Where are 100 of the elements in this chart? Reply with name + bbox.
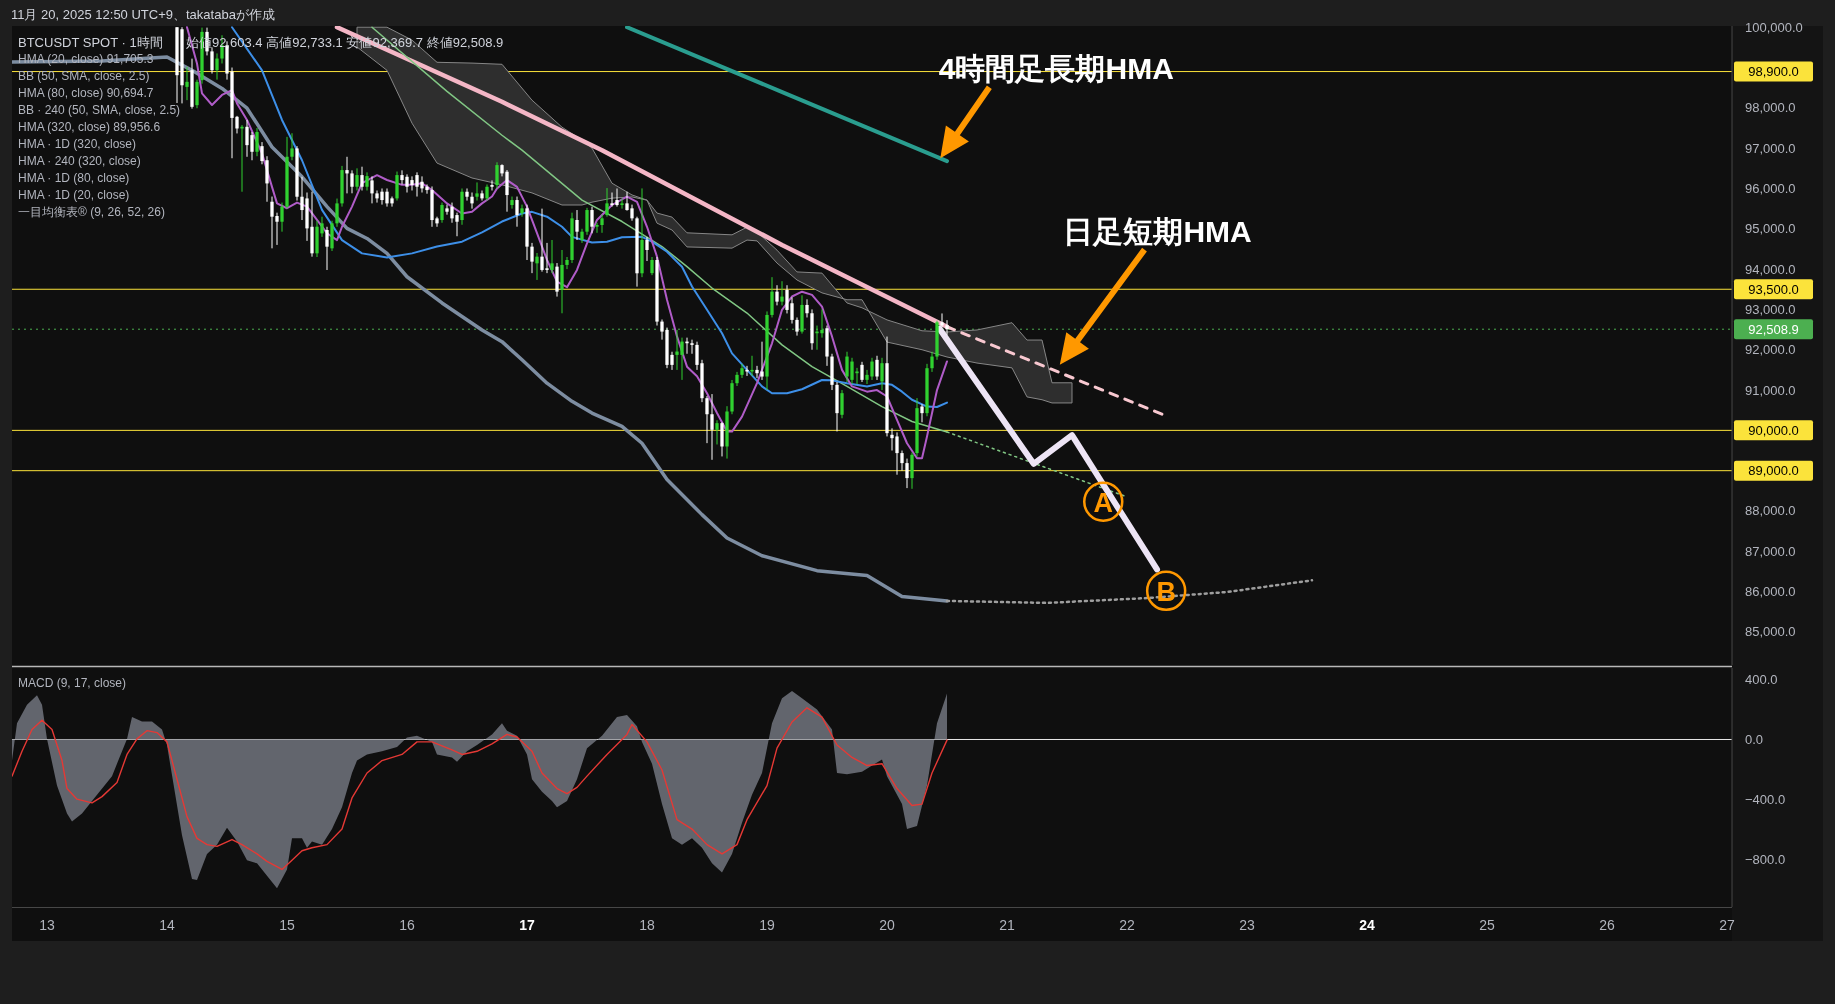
ref-line-label: 89,000.0 xyxy=(1748,463,1799,479)
candlestick xyxy=(860,361,864,383)
candlestick xyxy=(565,256,569,270)
x-tick-label: 16 xyxy=(399,917,415,933)
x-tick-label: 13 xyxy=(39,917,55,933)
candlestick xyxy=(215,52,219,81)
candlestick xyxy=(645,236,649,262)
annotation: HMA · 1D (20, close) xyxy=(18,188,130,202)
y-tick-label: 85,000.0 xyxy=(1745,624,1796,640)
x-tick-label: 18 xyxy=(639,917,655,933)
annotation: BB (50, SMA, close, 2.5) xyxy=(18,69,150,83)
text: MACD (9, 17, close) xyxy=(18,676,127,690)
x-tick-label: 14 xyxy=(159,917,175,933)
candlestick xyxy=(875,355,879,381)
candlestick xyxy=(350,169,354,194)
candlestick xyxy=(840,389,844,419)
candlestick xyxy=(515,196,519,228)
candlestick xyxy=(255,127,259,157)
candlestick xyxy=(370,175,374,204)
x-tick-label: 27 xyxy=(1719,917,1735,933)
candlestick xyxy=(595,222,599,234)
y-tick-label: 91,000.0 xyxy=(1745,382,1796,398)
candlestick xyxy=(940,312,944,329)
text: 11月 20, 2025 12:50 UTC+9、takatabaが作成 xyxy=(11,6,275,22)
candlestick xyxy=(195,79,199,109)
candlestick xyxy=(910,452,914,490)
x-tick-label: 17 xyxy=(519,917,535,933)
candlestick xyxy=(480,189,484,202)
candlestick xyxy=(650,256,654,276)
candlestick xyxy=(805,298,809,318)
ref-line-label: 93,500.0 xyxy=(1748,281,1799,297)
candlestick xyxy=(945,319,949,336)
candlestick xyxy=(360,166,364,191)
candlestick xyxy=(535,252,539,281)
candlestick xyxy=(365,171,369,191)
candlestick xyxy=(720,421,724,457)
candlestick xyxy=(550,239,554,274)
y-tick-label: −800.0 xyxy=(1745,851,1786,867)
candlestick xyxy=(585,207,589,236)
y-tick-label: 95,000.0 xyxy=(1745,221,1796,237)
y-tick-label: −400.0 xyxy=(1745,791,1786,807)
y-tick-label: 96,000.0 xyxy=(1745,180,1796,196)
candlestick xyxy=(355,167,359,191)
text: BTCUSDT SPOT · 1時間 xyxy=(18,34,163,50)
candlestick xyxy=(775,284,779,306)
candlestick xyxy=(520,204,524,218)
x-tick-label: 22 xyxy=(1119,917,1135,933)
x-tick-label: 19 xyxy=(759,917,775,933)
y-tick-label: 86,000.0 xyxy=(1745,584,1796,600)
y-tick-label: 94,000.0 xyxy=(1745,261,1796,277)
annotation: HMA · 1D (320, close) xyxy=(18,137,137,151)
candlestick xyxy=(900,450,904,472)
annotation: 日足短期HMA xyxy=(1063,215,1252,249)
y-tick-label: 97,000.0 xyxy=(1745,140,1796,156)
x-tick-label: 21 xyxy=(999,917,1015,933)
ref-line-label: 92,508.9 xyxy=(1748,321,1799,337)
candlestick xyxy=(335,198,339,228)
candlestick xyxy=(710,393,714,461)
candlestick xyxy=(185,66,189,101)
annotation: BB · 240 (50, SMA, close, 2.5) xyxy=(18,103,181,117)
x-tick-label: 15 xyxy=(279,917,295,933)
x-tick-label: 23 xyxy=(1239,917,1255,933)
y-tick-label: 100,000.0 xyxy=(1745,19,1803,35)
y-tick-label: 87,000.0 xyxy=(1745,543,1796,559)
x-tick-label: 25 xyxy=(1479,917,1495,933)
candlestick xyxy=(590,206,594,234)
line-series xyxy=(12,707,948,871)
x-tick-label: 20 xyxy=(879,917,895,933)
candlestick xyxy=(490,179,494,191)
candlestick xyxy=(290,132,294,161)
y-tick-label: 0.0 xyxy=(1745,731,1764,747)
annotation: HMA (80, close) 90,694.7 xyxy=(18,86,154,100)
candlestick xyxy=(475,181,479,202)
candlestick xyxy=(795,316,799,337)
y-tick-label: 88,000.0 xyxy=(1745,503,1796,519)
candlestick xyxy=(920,403,924,423)
candlestick xyxy=(715,419,719,445)
candlestick xyxy=(470,192,474,210)
candlestick xyxy=(770,276,774,318)
ref-line-label: 90,000.0 xyxy=(1748,422,1799,438)
candlestick xyxy=(750,355,754,377)
ref-line-label: 98,900.0 xyxy=(1748,64,1799,80)
annotation: A xyxy=(1093,487,1113,518)
y-tick-label: 92,000.0 xyxy=(1745,342,1796,358)
candlestick xyxy=(620,198,624,210)
candlestick xyxy=(510,196,514,210)
candlestick xyxy=(395,171,399,202)
annotation: HMA · 1D (80, close) xyxy=(18,171,130,185)
x-tick-label: 24 xyxy=(1359,917,1375,933)
candlestick xyxy=(605,187,609,218)
candlestick xyxy=(530,242,534,274)
candlestick xyxy=(780,280,784,306)
candlestick xyxy=(705,395,709,444)
y-tick-label: 98,000.0 xyxy=(1745,100,1796,116)
candlestick xyxy=(325,226,329,271)
candlestick xyxy=(465,187,469,202)
candlestick xyxy=(345,156,349,194)
candlestick xyxy=(740,363,744,379)
candlestick xyxy=(930,351,934,373)
y-tick-label: 400.0 xyxy=(1745,672,1778,688)
